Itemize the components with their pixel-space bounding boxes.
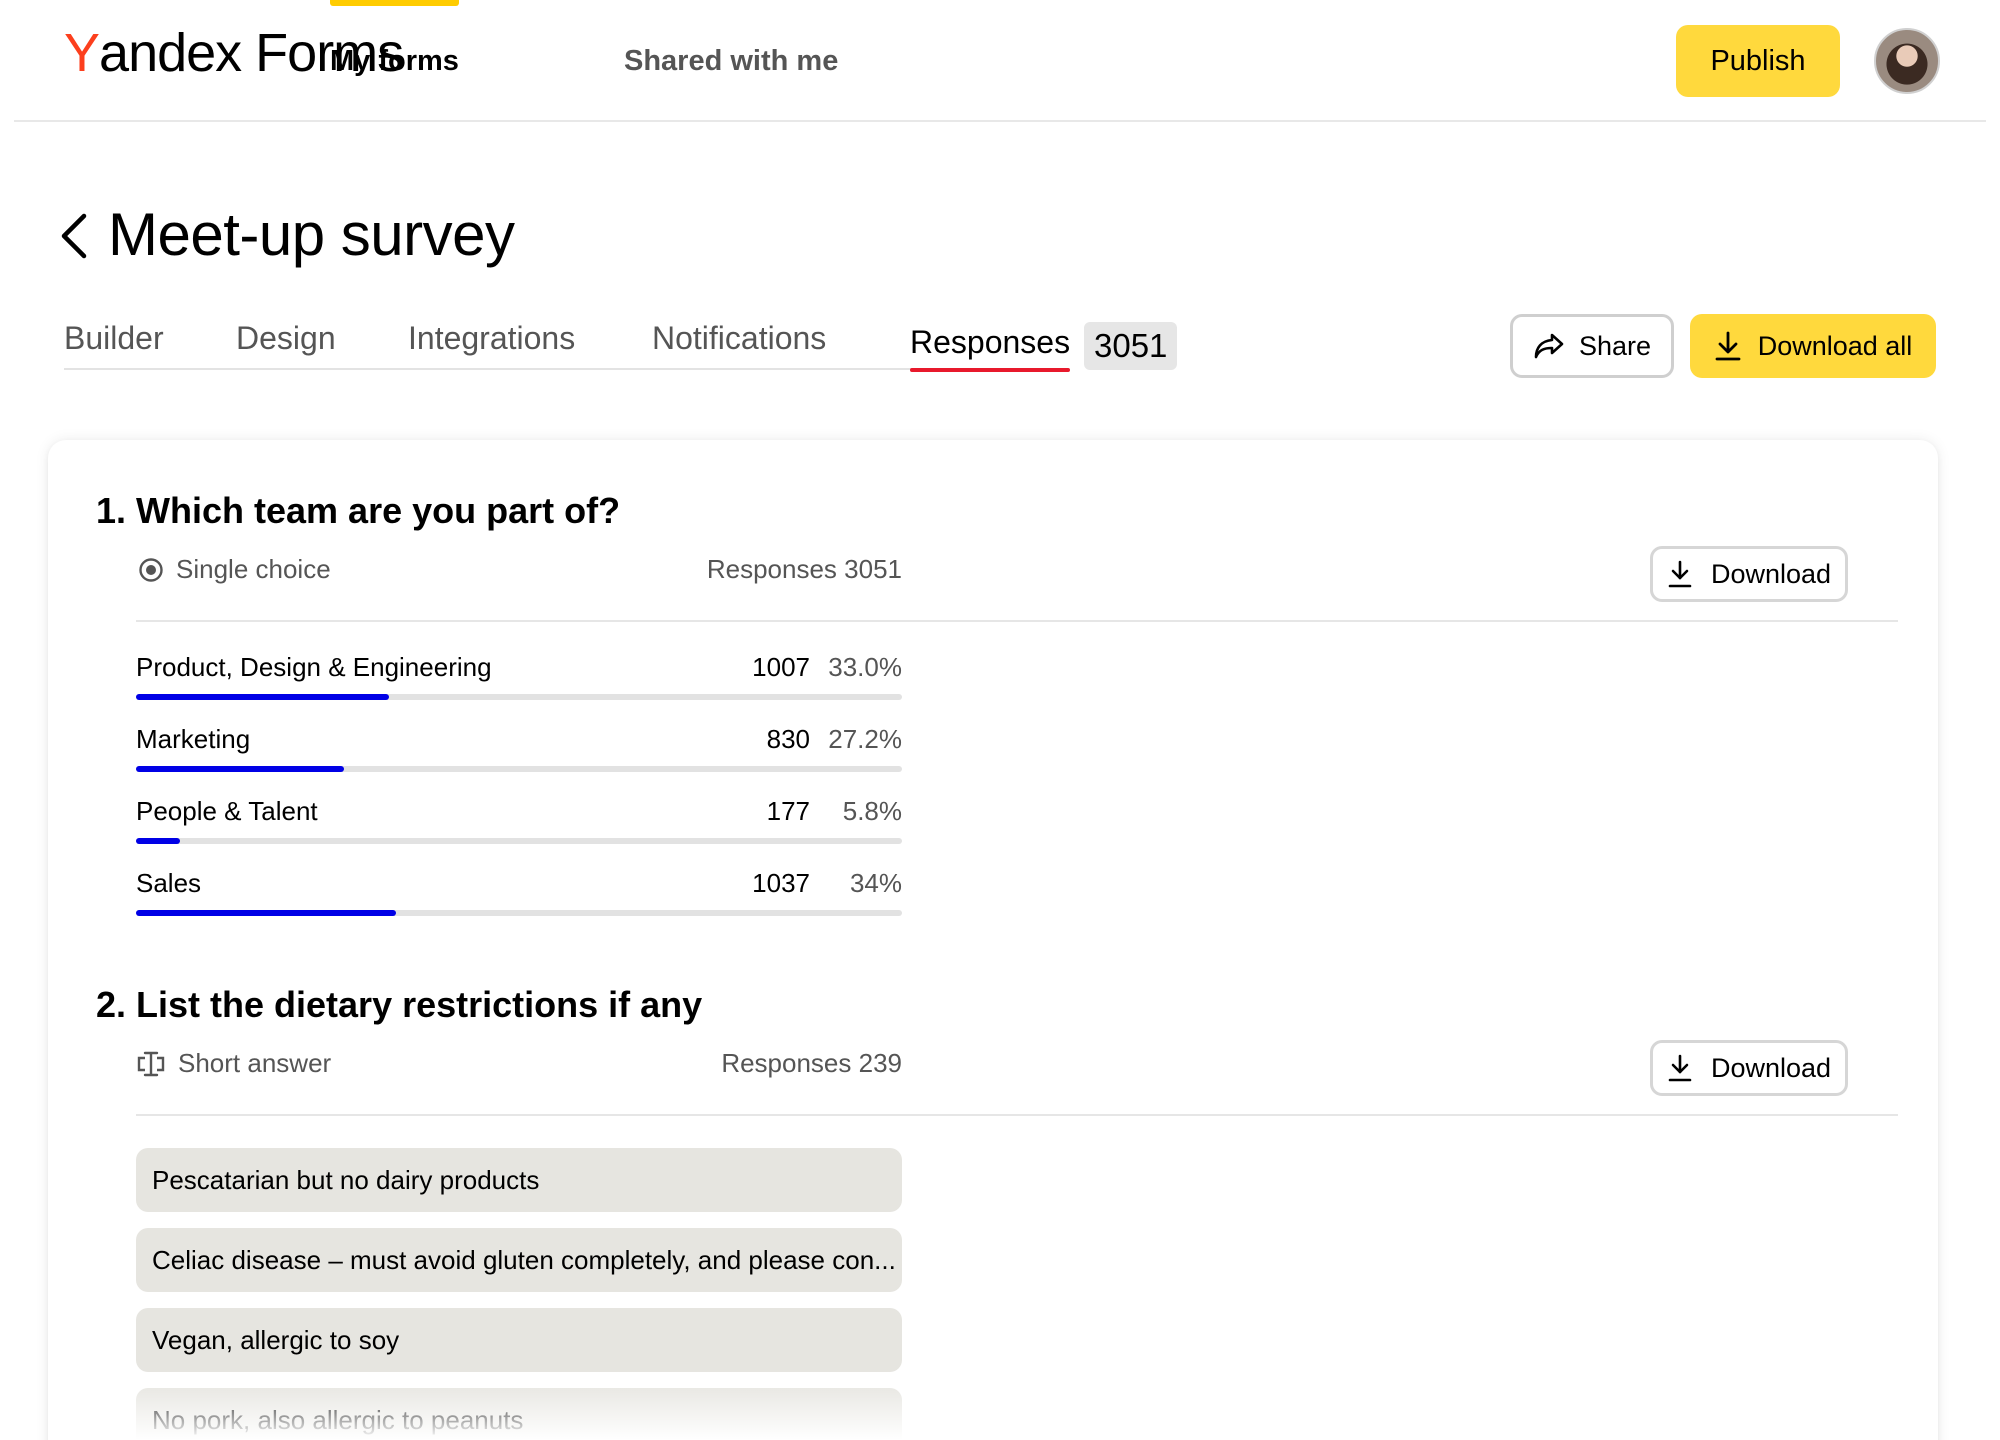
option-bar-track xyxy=(136,910,902,916)
form-title: Meet-up survey xyxy=(108,201,515,268)
nav-tab-label: Shared with me xyxy=(624,44,839,77)
question-1-divider xyxy=(136,620,1898,622)
download-icon xyxy=(1668,1054,1692,1082)
tab-integrations[interactable]: Integrations xyxy=(408,320,576,356)
option-label: Product, Design & Engineering xyxy=(136,652,492,682)
option-count: 830 xyxy=(766,724,810,754)
option-bar-fill xyxy=(136,694,389,700)
option-row: Product, Design & Engineering 1007 33.0% xyxy=(136,652,902,708)
responses-card: 1. Which team are you part of? Single ch… xyxy=(48,440,1938,1440)
back-chevron-icon[interactable] xyxy=(58,212,92,260)
option-bar-fill xyxy=(136,838,181,844)
question-1-responses: Responses 3051 xyxy=(706,554,902,584)
tabs-divider xyxy=(64,368,944,370)
text-cursor-icon xyxy=(137,1051,165,1076)
option-bar-track xyxy=(136,766,902,772)
download-all-button[interactable]: Download all xyxy=(1690,314,1936,378)
option-row: Sales 1037 34% xyxy=(136,868,902,924)
short-answer-item[interactable]: Vegan, allergic to soy xyxy=(136,1308,902,1372)
option-label: People & Talent xyxy=(136,796,318,826)
option-row: Marketing 830 27.2% xyxy=(136,724,902,780)
question-1-download-button[interactable]: Download xyxy=(1650,546,1848,602)
option-percent: 33.0% xyxy=(828,652,902,682)
tab-responses-label: Responses xyxy=(910,324,1071,360)
option-percent: 5.8% xyxy=(842,796,902,826)
tab-builder[interactable]: Builder xyxy=(64,320,164,356)
publish-button[interactable]: Publish xyxy=(1676,25,1840,97)
active-tab-underline xyxy=(910,368,1071,372)
option-count: 177 xyxy=(766,796,810,826)
logo-text-forms: Forms xyxy=(255,23,404,83)
option-bar-fill xyxy=(136,910,397,916)
nav-tab-shared-with-me[interactable]: Shared with me xyxy=(624,0,838,122)
download-all-label: Download all xyxy=(1757,330,1913,361)
question-type-label: Single choice xyxy=(176,554,331,584)
option-row: People & Talent 177 5.8% xyxy=(136,796,902,852)
option-label: Marketing xyxy=(136,724,251,754)
question-2-responses: Responses 239 xyxy=(721,1048,902,1078)
download-icon xyxy=(1715,331,1741,361)
short-answer-item[interactable]: Pescatarian but no dairy products xyxy=(136,1148,902,1212)
logo-text-andex: andex xyxy=(99,23,242,83)
logo-letter-y: Y xyxy=(64,23,100,83)
responses-count-badge: 3051 xyxy=(1084,322,1178,370)
question-2-divider xyxy=(136,1114,1898,1116)
radio-button-icon xyxy=(139,557,163,582)
short-answer-item[interactable]: Celiac disease – must avoid gluten compl… xyxy=(136,1228,902,1292)
share-arrow-icon xyxy=(1534,333,1564,359)
question-1-type: Single choice xyxy=(138,554,331,585)
question-2-type: Short answer xyxy=(136,1048,331,1079)
option-count: 1037 xyxy=(752,868,810,898)
tab-design[interactable]: Design xyxy=(236,320,336,356)
download-label: Download xyxy=(1710,558,1832,589)
download-icon xyxy=(1668,560,1692,588)
question-type-label: Short answer xyxy=(178,1048,332,1078)
option-percent: 27.2% xyxy=(828,724,902,754)
nav-tab-label: My forms xyxy=(330,44,459,77)
option-percent: 34% xyxy=(849,868,902,898)
user-avatar[interactable] xyxy=(1874,28,1940,94)
share-label: Share xyxy=(1578,330,1652,361)
share-button[interactable]: Share xyxy=(1510,314,1674,378)
option-bar-track xyxy=(136,838,902,844)
download-label: Download xyxy=(1710,1052,1832,1083)
question-2-title: 2. List the dietary restrictions if any xyxy=(96,984,703,1025)
tab-responses[interactable]: Responses xyxy=(910,324,1071,372)
tab-notifications[interactable]: Notifications xyxy=(652,320,827,356)
option-bar-track xyxy=(136,694,902,700)
question-1-title: 1. Which team are you part of? xyxy=(96,490,621,531)
option-count: 1007 xyxy=(752,652,810,682)
question-2-download-button[interactable]: Download xyxy=(1650,1040,1848,1096)
option-bar-fill xyxy=(136,766,345,772)
short-answer-item[interactable]: No pork, also allergic to peanuts xyxy=(136,1388,902,1440)
option-label: Sales xyxy=(136,868,202,898)
nav-tab-my-forms[interactable]: My forms xyxy=(330,0,459,122)
